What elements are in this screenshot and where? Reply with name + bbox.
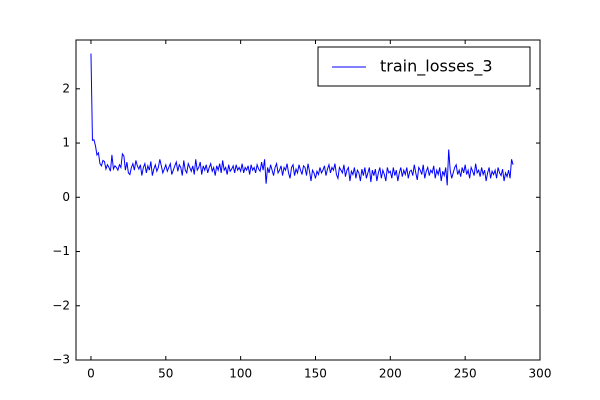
x-tick-label: 250: [454, 367, 477, 381]
x-tick-label: 150: [304, 367, 327, 381]
x-tick-label: 300: [529, 367, 552, 381]
y-tick-label: −1: [52, 244, 70, 258]
legend-label: train_losses_3: [380, 57, 493, 77]
y-tick-label: 0: [62, 190, 70, 204]
y-tick-label: −3: [52, 353, 70, 367]
plot-frame: [75, 39, 541, 361]
y-tick-label: 1: [62, 136, 70, 150]
y-tick-label: 2: [62, 81, 70, 95]
y-tick-label: −2: [52, 298, 70, 312]
x-tick-label: 200: [379, 367, 402, 381]
line-series: [90, 53, 514, 186]
x-tick-label: 50: [158, 367, 173, 381]
x-tick-label: 100: [229, 367, 252, 381]
x-tick-label: 0: [87, 367, 95, 381]
